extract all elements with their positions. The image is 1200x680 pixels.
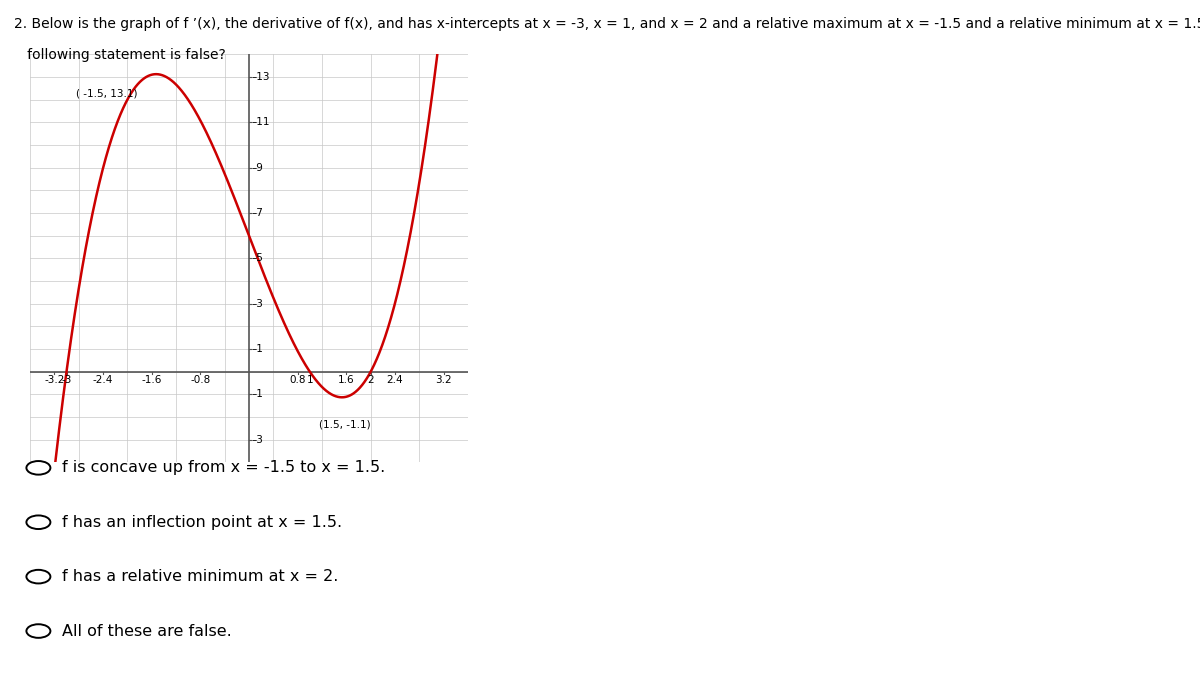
Text: 2.4: 2.4 [386, 375, 403, 386]
Text: 2. Below is the graph of f ’(x), the derivative of f(x), and has x-intercepts at: 2. Below is the graph of f ’(x), the der… [14, 17, 1200, 31]
Text: (1.5, -1.1): (1.5, -1.1) [319, 420, 371, 429]
Text: –3: –3 [251, 299, 263, 309]
Text: -1.6: -1.6 [142, 375, 162, 386]
Text: –5: –5 [251, 254, 263, 263]
Text: -2.4: -2.4 [92, 375, 113, 386]
Text: –1: –1 [251, 344, 263, 354]
Text: 1: 1 [306, 375, 313, 386]
Text: –13: –13 [251, 72, 270, 82]
Text: 3.2: 3.2 [436, 375, 452, 386]
Text: -3: -3 [61, 375, 72, 386]
Text: –11: –11 [251, 118, 270, 127]
Text: ( -1.5, 13.1): ( -1.5, 13.1) [76, 88, 137, 99]
Text: -3.2: -3.2 [44, 375, 65, 386]
Text: f has an inflection point at x = 1.5.: f has an inflection point at x = 1.5. [62, 515, 342, 530]
Text: following statement is false?: following statement is false? [14, 48, 226, 62]
Text: All of these are false.: All of these are false. [62, 624, 232, 639]
Text: –7: –7 [251, 208, 263, 218]
Text: 2: 2 [367, 375, 374, 386]
Text: f has a relative minimum at x = 2.: f has a relative minimum at x = 2. [62, 569, 338, 584]
Text: –1: –1 [251, 390, 263, 399]
Text: 0.8: 0.8 [289, 375, 306, 386]
Text: 1.6: 1.6 [338, 375, 355, 386]
Text: –9: –9 [251, 163, 263, 173]
Text: –3: –3 [251, 435, 263, 445]
Text: -0.8: -0.8 [191, 375, 210, 386]
Text: f is concave up from x = -1.5 to x = 1.5.: f is concave up from x = -1.5 to x = 1.5… [62, 460, 385, 475]
